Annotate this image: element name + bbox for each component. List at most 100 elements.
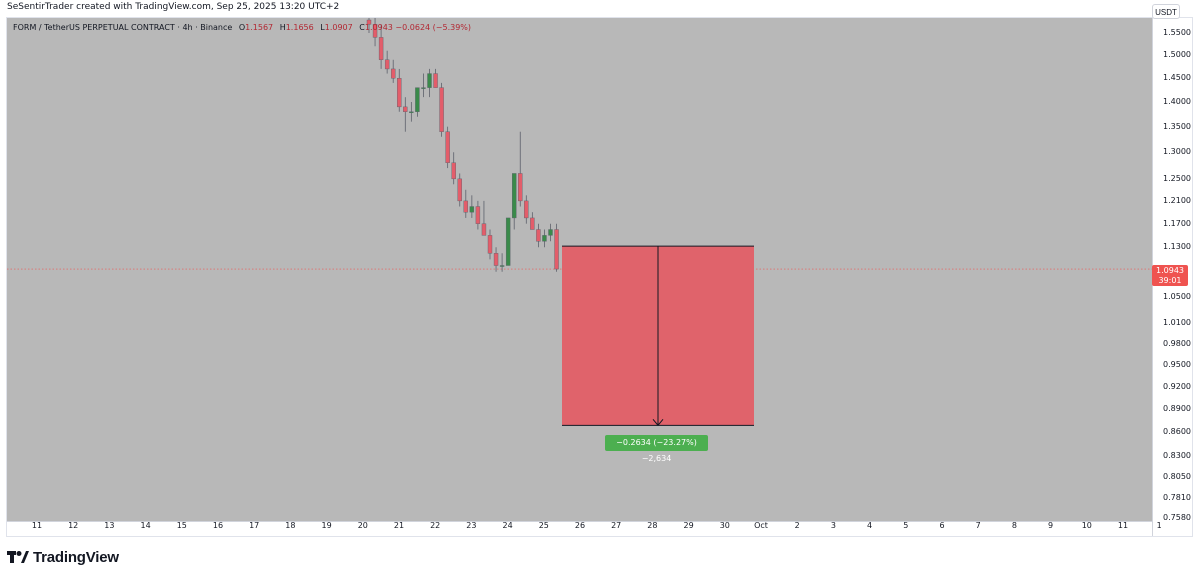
candle-body — [548, 229, 553, 236]
price-tick-label: 1.0100 — [1163, 318, 1191, 328]
candle-body — [493, 253, 499, 266]
time-tick-label: 30 — [719, 521, 730, 530]
candle-body — [505, 217, 511, 266]
price-tick-label: 1.3000 — [1163, 147, 1191, 157]
time-tick-label: 25 — [538, 521, 549, 530]
close-label: C — [359, 23, 365, 32]
candle-body — [475, 206, 481, 224]
time-tick-label: 14 — [140, 521, 151, 530]
currency-button[interactable]: USDT — [1152, 4, 1180, 19]
candle-body — [469, 206, 475, 213]
time-tick-label: 11 — [1117, 521, 1129, 530]
time-tick-label: 2 — [794, 521, 800, 530]
price-tick-label: 1.4500 — [1163, 73, 1191, 83]
time-tick-label: 18 — [285, 521, 296, 530]
candle-body — [487, 235, 493, 254]
price-tick-label: 0.8050 — [1163, 472, 1191, 482]
candle-body — [524, 200, 529, 219]
price-tick-label: 0.9800 — [1163, 338, 1191, 348]
time-tick-label: 3 — [830, 521, 836, 530]
symbol-title: FORM / TetherUS PERPETUAL CONTRACT · 4h … — [13, 23, 233, 32]
time-tick-label: 20 — [357, 521, 368, 530]
change-value: −0.0624 (−5.39%) — [395, 23, 472, 32]
time-tick-label: 24 — [502, 521, 513, 530]
candle-body — [499, 265, 505, 267]
chart-frame[interactable]: FORM / TetherUS PERPETUAL CONTRACT · 4h … — [6, 17, 1193, 537]
candle-body — [451, 162, 456, 180]
price-tick-label: 0.9500 — [1163, 359, 1191, 369]
price-tick-label: 1.0500 — [1163, 292, 1191, 302]
candle-body — [421, 87, 426, 89]
time-tick-label: 27 — [611, 521, 622, 530]
time-tick-label: 1 — [1156, 521, 1162, 530]
time-tick-label: 10 — [1081, 521, 1092, 530]
candle-body — [512, 173, 517, 219]
candle-body — [372, 24, 378, 38]
candle-body — [366, 19, 372, 25]
tradingview-brand-text: TradingView — [33, 548, 119, 566]
time-tick-label: 19 — [321, 521, 332, 530]
price-tick-label: 1.3500 — [1163, 121, 1191, 131]
candle-countdown: 39:01 — [1158, 276, 1182, 285]
price-tick-label: 1.1700 — [1163, 218, 1191, 228]
candle-body — [397, 78, 402, 108]
price-tick-label: 1.1300 — [1163, 242, 1191, 252]
time-tick-label: 23 — [466, 521, 477, 530]
time-scale[interactable] — [7, 521, 1152, 536]
price-tick-label: 1.2100 — [1163, 195, 1191, 205]
candlestick-chart[interactable] — [7, 18, 1152, 521]
tradingview-logo-icon — [7, 551, 29, 563]
price-tick-label: 0.9200 — [1163, 381, 1191, 391]
time-tick-label: 15 — [176, 521, 187, 530]
time-tick-label: 6 — [939, 521, 945, 530]
price-tick-label: 1.2500 — [1163, 173, 1191, 183]
candle-body — [518, 173, 523, 202]
chart-caption: SeSentirTrader created with TradingView.… — [7, 2, 340, 12]
measure-result-label[interactable]: −0.2634 (−23.27%) −2,634 — [605, 435, 708, 463]
candle-body — [427, 73, 432, 88]
candle-body — [391, 68, 396, 79]
price-tick-label: 0.8900 — [1163, 404, 1191, 414]
measure-arrow-head — [652, 419, 664, 427]
candle-body — [415, 87, 420, 112]
candle-body — [378, 37, 384, 60]
open-label: O — [238, 23, 246, 32]
symbol-legend: FORM / TetherUS PERPETUAL CONTRACT · 4h … — [13, 23, 471, 32]
price-tick-label: 0.7810 — [1163, 492, 1191, 502]
time-tick-label: Oct — [754, 521, 768, 530]
candle-body — [409, 111, 414, 113]
candle-body — [481, 223, 487, 236]
candle-body — [439, 87, 444, 132]
price-tick-label: 0.8600 — [1163, 427, 1191, 437]
time-tick-label: 9 — [1048, 521, 1054, 530]
low-label: L — [320, 23, 325, 32]
time-tick-label: 29 — [683, 521, 694, 530]
time-tick-label: 8 — [1011, 521, 1017, 530]
time-tick-label: 22 — [430, 521, 441, 530]
candle-body — [536, 229, 541, 242]
candle-body — [433, 73, 438, 88]
candle-body — [463, 200, 468, 213]
time-tick-label: 4 — [867, 521, 873, 530]
price-pane[interactable]: FORM / TetherUS PERPETUAL CONTRACT · 4h … — [7, 18, 1152, 521]
price-tick-label: 1.5500 — [1163, 28, 1191, 37]
low-value: 1.0907 — [324, 23, 353, 32]
open-value: 1.1567 — [245, 23, 274, 32]
high-value: 1.1656 — [285, 23, 314, 32]
time-tick-label: 16 — [212, 521, 224, 530]
price-tick-label: 1.4000 — [1163, 97, 1191, 106]
tradingview-logo[interactable]: TradingView — [7, 548, 119, 566]
time-tick-label: 5 — [903, 521, 909, 530]
close-value: 1.0943 — [364, 23, 393, 32]
current-price-value: 1.0943 — [1156, 266, 1184, 275]
candle-body — [445, 131, 450, 163]
time-tick-label: 26 — [574, 521, 586, 530]
time-tick-label: 28 — [647, 521, 658, 530]
candle-body — [384, 59, 390, 70]
current-price-label: 1.0943 39:01 — [1152, 265, 1188, 286]
time-tick-label: 7 — [975, 521, 981, 530]
candle-body — [542, 235, 547, 242]
time-tick-label: 13 — [104, 521, 115, 530]
price-tick-label: 0.8300 — [1163, 451, 1191, 461]
price-tick-label: 1.5000 — [1163, 50, 1191, 60]
